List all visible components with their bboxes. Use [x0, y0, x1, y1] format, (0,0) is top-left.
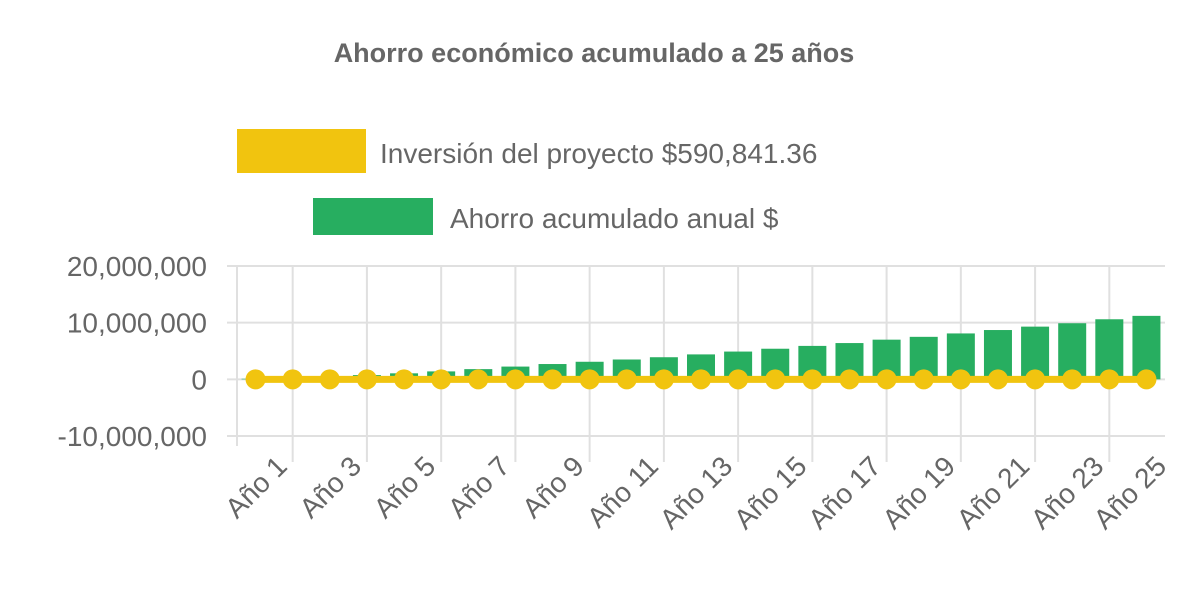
investment-point [579, 369, 600, 390]
legend-label-savings: Ahorro acumulado anual $ [450, 203, 779, 234]
bar-Año-24 [1095, 319, 1124, 380]
investment-line [245, 369, 1157, 390]
x-tick-label: Año 15 [728, 450, 813, 535]
legend-item-investment[interactable]: Inversión del proyecto $590,841.36 [237, 129, 817, 173]
y-tick-label: 0 [191, 364, 207, 395]
investment-point [542, 369, 563, 390]
legend-swatch-savings [313, 198, 433, 235]
x-tick-label: Año 21 [951, 450, 1036, 535]
legend-item-savings[interactable]: Ahorro acumulado anual $ [313, 198, 779, 235]
investment-point [987, 369, 1008, 390]
x-tick-label: Año 5 [368, 450, 442, 524]
y-tick-label: 10,000,000 [67, 308, 207, 339]
y-tick-label: 20,000,000 [67, 251, 207, 282]
investment-point [802, 369, 823, 390]
investment-point [913, 369, 934, 390]
investment-point [468, 369, 489, 390]
y-axis: 20,000,000 10,000,000 0 -10,000,000 [58, 251, 207, 452]
investment-point [1062, 369, 1083, 390]
legend-swatch-investment [237, 129, 366, 173]
investment-point [282, 369, 303, 390]
x-tick-label: Año 11 [581, 450, 664, 533]
x-tick-label: Año 1 [219, 450, 293, 524]
x-tick-label: Año 13 [654, 450, 739, 535]
investment-point [839, 369, 860, 390]
investment-point [245, 369, 266, 390]
investment-point [691, 369, 711, 390]
y-tick-label: -10,000,000 [58, 421, 207, 452]
x-tick-label: Año 3 [294, 450, 368, 524]
investment-point [765, 369, 786, 390]
investment-point [356, 369, 377, 390]
investment-point [431, 369, 452, 390]
investment-point [1136, 369, 1157, 390]
legend-label-investment: Inversión del proyecto $590,841.36 [380, 138, 817, 169]
investment-point [950, 369, 971, 390]
investment-point [394, 369, 415, 390]
x-tick-label: Año 9 [516, 450, 590, 524]
x-tick-label: Año 7 [442, 450, 516, 524]
chart-title: Ahorro económico acumulado a 25 años [334, 38, 855, 68]
investment-point [1099, 369, 1120, 390]
x-tick-label: Año 17 [802, 450, 887, 535]
investment-point [505, 369, 526, 390]
investment-point [728, 369, 749, 390]
investment-point [876, 369, 897, 390]
bar-Año-25 [1132, 315, 1161, 380]
investment-point [653, 369, 674, 390]
investment-point [616, 369, 637, 390]
x-tick-label: Año 19 [876, 450, 961, 535]
investment-point [1025, 369, 1046, 390]
investment-point [319, 369, 340, 390]
